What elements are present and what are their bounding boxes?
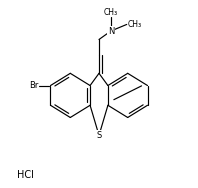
Text: S: S — [96, 131, 102, 140]
Text: N: N — [108, 27, 114, 36]
Text: Br: Br — [29, 81, 38, 90]
Text: HCl: HCl — [17, 170, 34, 180]
Text: CH₃: CH₃ — [128, 20, 142, 29]
Text: CH₃: CH₃ — [104, 8, 118, 17]
